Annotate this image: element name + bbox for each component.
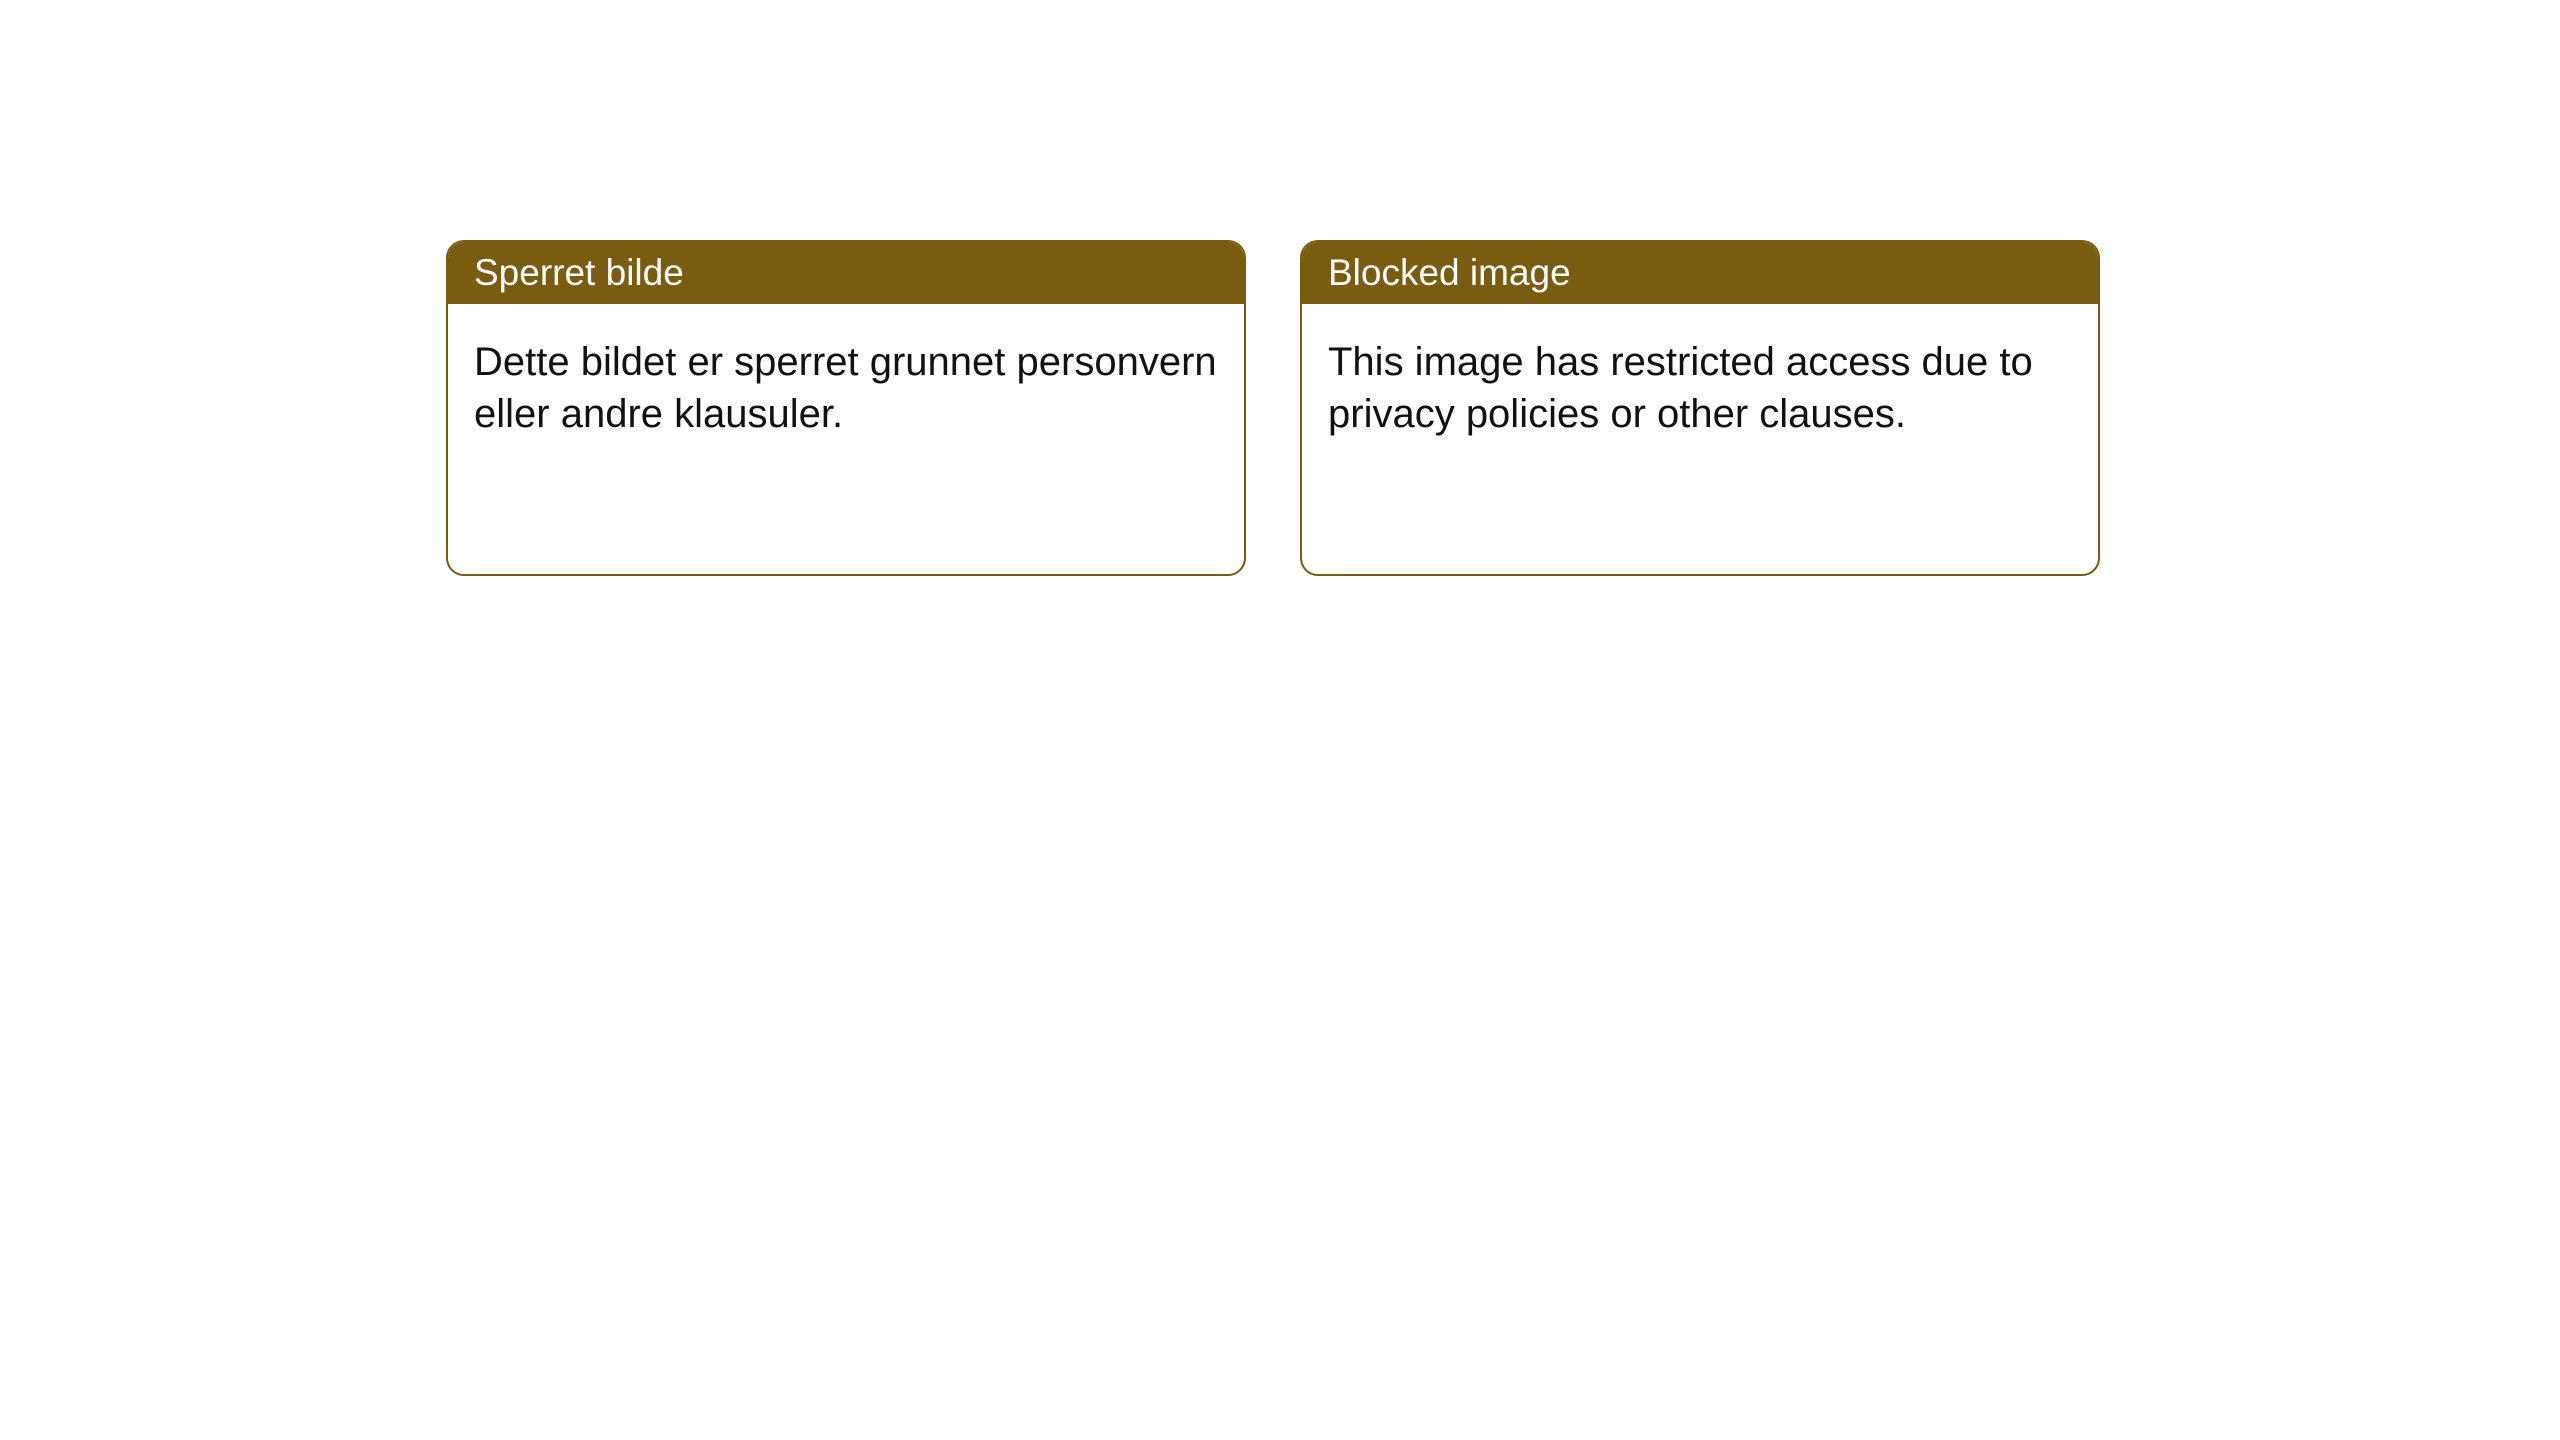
notice-title: Blocked image [1328, 252, 1571, 293]
notice-card-english: Blocked image This image has restricted … [1300, 240, 2100, 576]
notice-header: Sperret bilde [448, 242, 1244, 304]
notice-body: Dette bildet er sperret grunnet personve… [448, 304, 1244, 472]
notice-message: Dette bildet er sperret grunnet personve… [474, 340, 1217, 436]
notice-body: This image has restricted access due to … [1302, 304, 2098, 472]
notice-header: Blocked image [1302, 242, 2098, 304]
notice-message: This image has restricted access due to … [1328, 340, 2033, 436]
notice-title: Sperret bilde [474, 252, 684, 293]
notice-card-norwegian: Sperret bilde Dette bildet er sperret gr… [446, 240, 1246, 576]
notice-container: Sperret bilde Dette bildet er sperret gr… [0, 0, 2560, 576]
